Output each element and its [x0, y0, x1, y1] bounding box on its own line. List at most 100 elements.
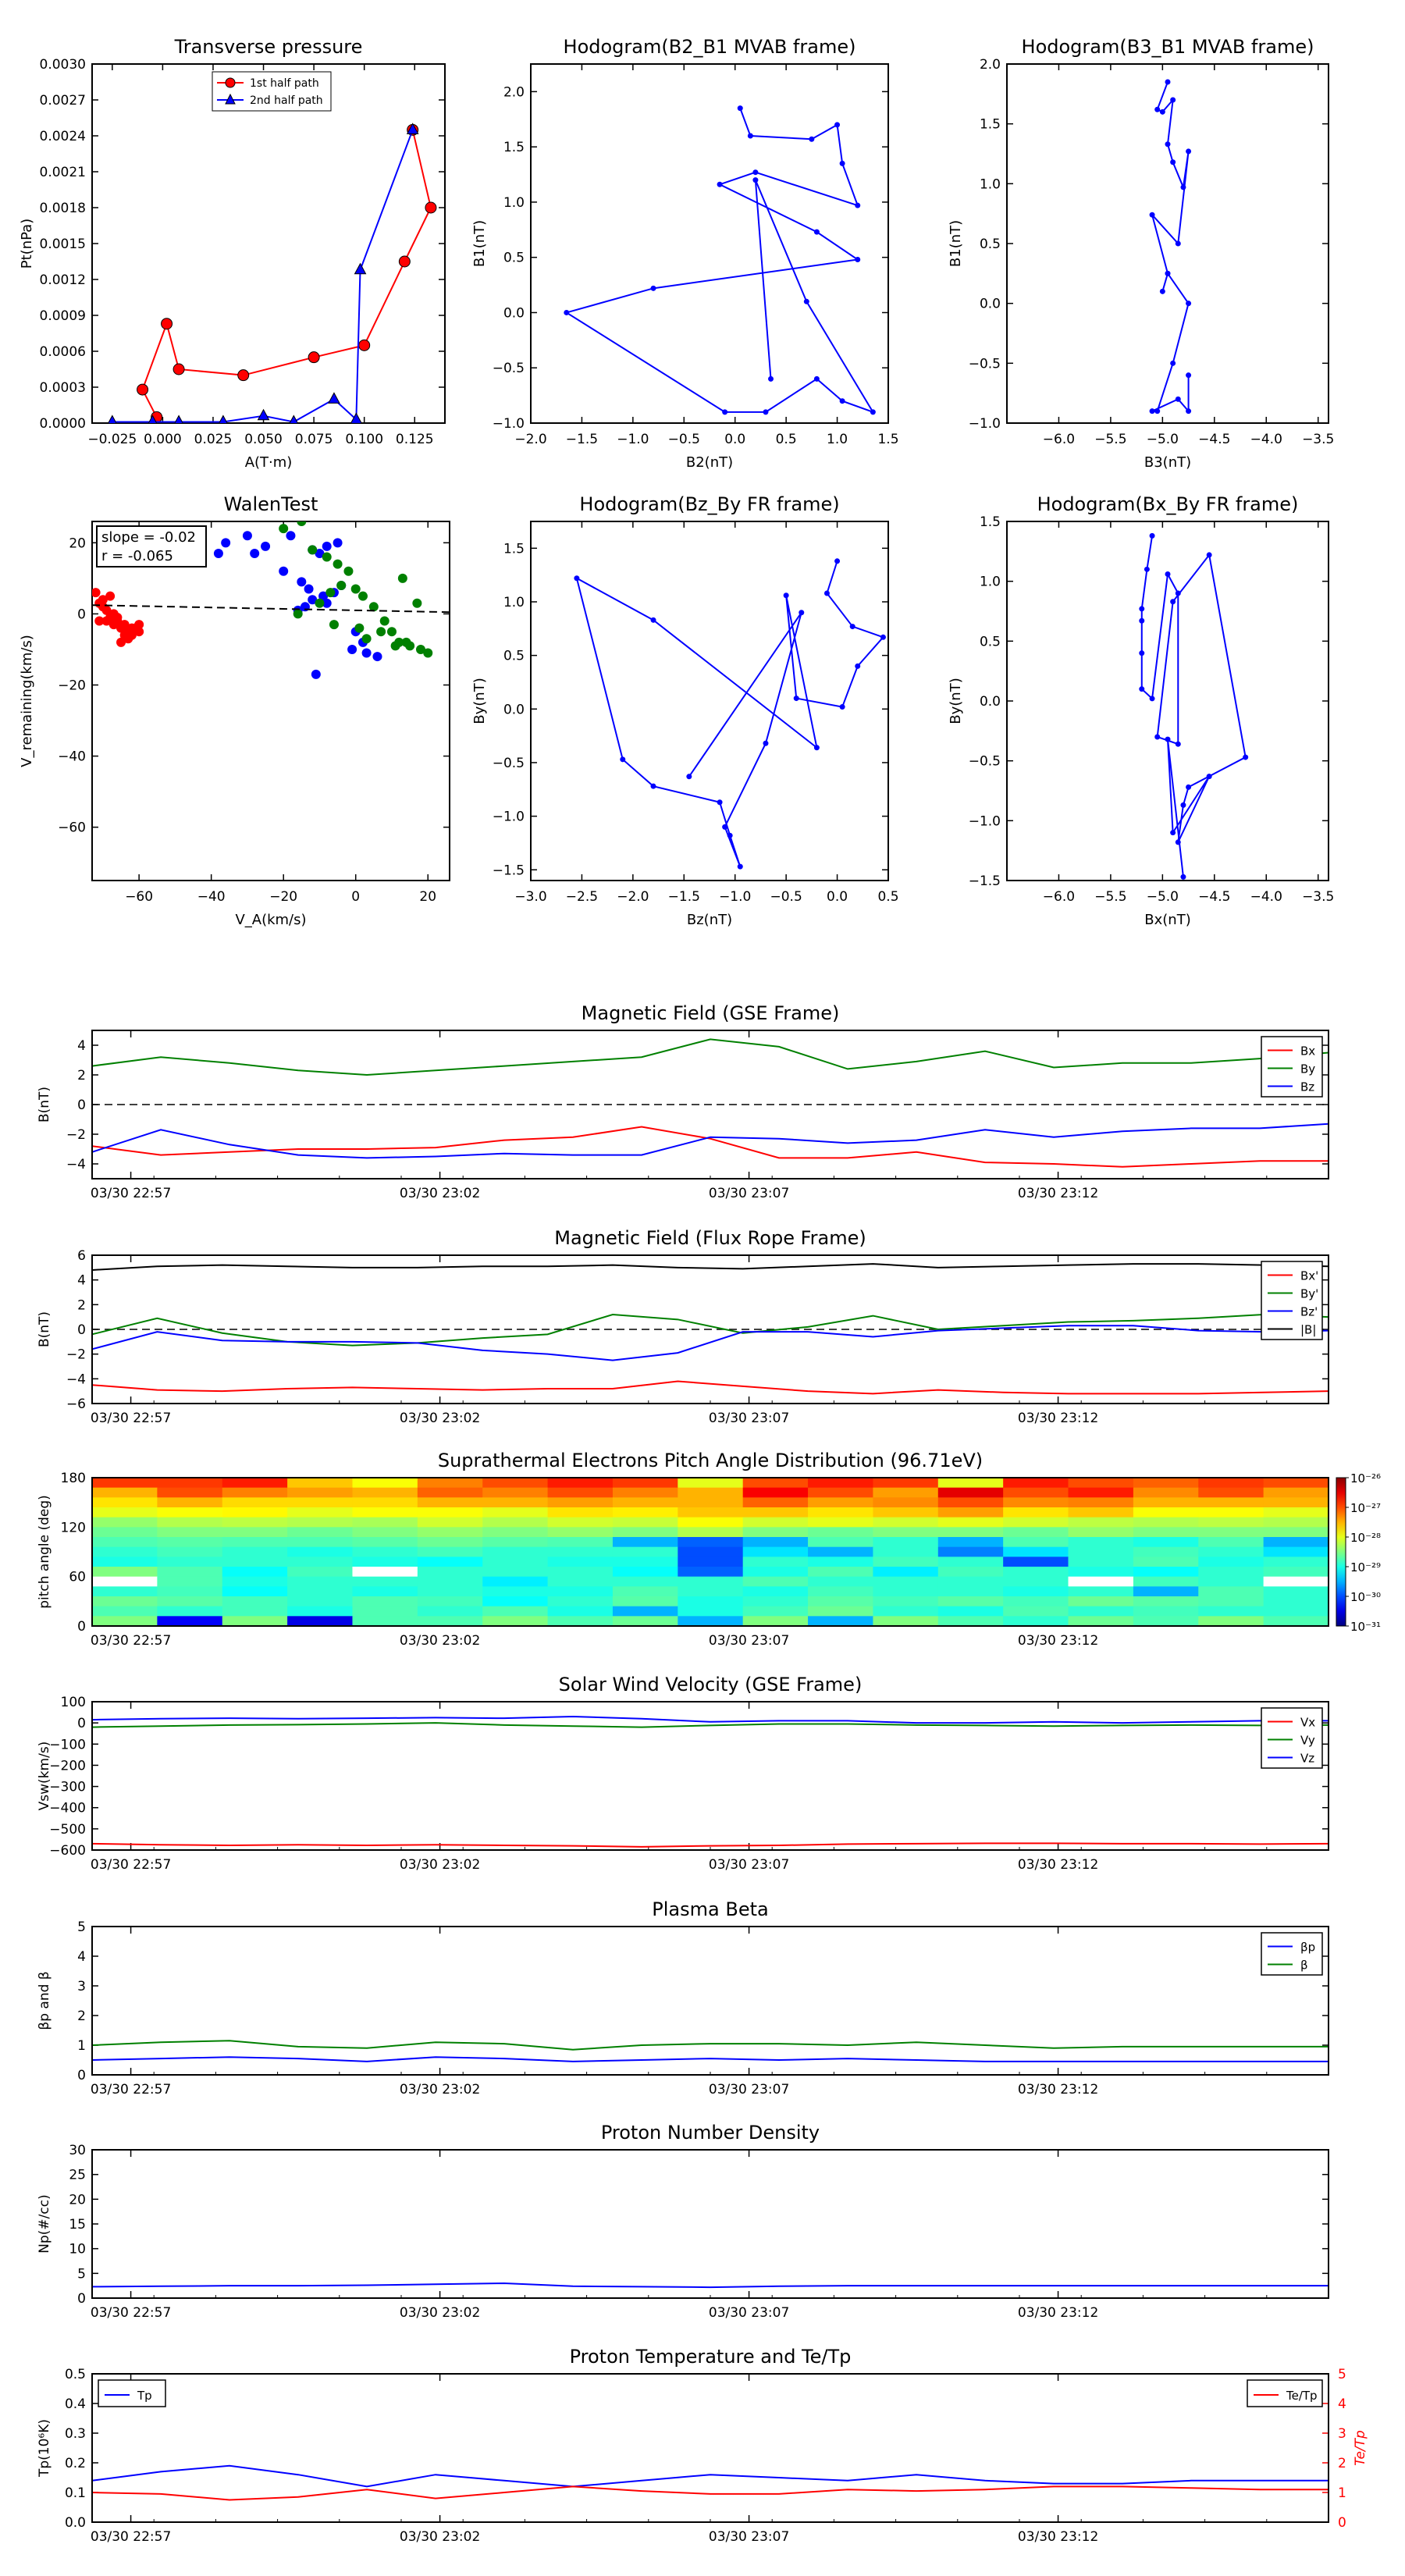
pad-heatmap-cell [547, 1487, 614, 1498]
pad-heatmap-cell [742, 1497, 809, 1508]
pnd-ytick-label: 20 [69, 2192, 86, 2208]
pnd-title: Proton Number Density [601, 2122, 820, 2144]
pad-heatmap-cell [417, 1606, 483, 1617]
pt-legend-box [98, 2379, 166, 2407]
pad-heatmap-cell [742, 1557, 809, 1567]
pad-heatmap-cell [1068, 1497, 1134, 1508]
pad-heatmap-cell [1263, 1606, 1329, 1617]
pad-heatmap-cell [352, 1487, 418, 1498]
tp-series-1-point [137, 383, 149, 396]
pad-heatmap-cell [157, 1576, 223, 1587]
h1-hodogram-line [564, 108, 875, 414]
wt-ylabel: V_remaining(km/s) [19, 635, 35, 767]
pad-heatmap-cell [808, 1606, 873, 1617]
wt-point-group-2 [286, 531, 296, 541]
pt-ylabel: Tp(10⁶K) [37, 2419, 52, 2478]
pad-heatmap-cell [1198, 1596, 1264, 1607]
tp-series-2-point [354, 262, 367, 275]
tp-title: Transverse pressure [174, 36, 363, 58]
pt-legend-box [1247, 2379, 1323, 2407]
pad-heatmap-cell [482, 1557, 549, 1567]
tp-series-1-point [308, 351, 320, 364]
pad-xtick-label: 03/30 22:57 [91, 1633, 171, 1649]
pad-heatmap-cell [287, 1487, 353, 1498]
pad-heatmap-cell [1133, 1616, 1199, 1627]
mf1-series-line-By [91, 1038, 1329, 1076]
sw-ytick-label: 0 [77, 1716, 86, 1731]
h4-title: Hodogram(Bx_By FR frame) [1037, 493, 1299, 515]
pnd-ytick-label: 0 [77, 2291, 86, 2307]
pad-heatmap-cell [742, 1596, 809, 1607]
pad-heatmap-cell [1198, 1546, 1264, 1557]
pad-heatmap-cell [742, 1606, 809, 1617]
pad-heatmap-cell [742, 1567, 809, 1578]
pad-heatmap-cell [808, 1478, 873, 1489]
pad-heatmap-cell [678, 1616, 744, 1627]
pad-heatmap-cell [157, 1606, 223, 1617]
pad-heatmap-cell [417, 1576, 483, 1587]
wt-point-group-1 [116, 637, 126, 647]
pad-heatmap-cell [808, 1557, 873, 1567]
tp-xtick-label: 0.025 [194, 432, 233, 447]
h4-hodogram-point [1186, 784, 1192, 790]
pad-heatmap-cell [482, 1517, 549, 1528]
h3-xtick-label: −2.5 [566, 889, 598, 905]
pad-heatmap-cell [1263, 1478, 1329, 1489]
h3-hodogram-point [650, 783, 656, 789]
h3-plot-frame [530, 521, 889, 881]
pad-heatmap-cell [1068, 1517, 1134, 1528]
wt-point-group-3 [401, 637, 411, 647]
pad-heatmap-cell [1198, 1487, 1264, 1498]
wt-point-group-3 [293, 609, 303, 619]
h1-ytick-label: −0.5 [493, 361, 525, 376]
tp-ylabel: Pt(nPa) [19, 219, 35, 269]
wt-plot-frame [91, 521, 450, 881]
mf2-series-line-Bx' [91, 1380, 1329, 1395]
pad-heatmap-cell [92, 1596, 158, 1607]
wt-point-group-3 [308, 545, 318, 555]
h1-plot-area [564, 105, 876, 415]
mf2-ytick-label: −6 [66, 1397, 86, 1412]
pad-heatmap-cell [482, 1527, 549, 1538]
pad-heatmap-cell [287, 1596, 353, 1607]
pad-heatmap-cell [1133, 1596, 1199, 1607]
pad-heatmap-cell [1003, 1557, 1069, 1567]
pad-colorbar-label: 10⁻²⁸ [1350, 1531, 1381, 1545]
h3-hodogram-point [880, 634, 886, 640]
h3-hodogram-point [823, 590, 830, 596]
wt-point-group-2 [322, 541, 332, 551]
pad-heatmap-cell [222, 1606, 288, 1617]
pad-heatmap-cell [1198, 1586, 1264, 1597]
wt-chart: WalenTest −60 −40 −20 0 20 −60 −40 −20 0 20 V_A(km/… [19, 493, 450, 928]
pad-heatmap-cell [222, 1596, 288, 1607]
h1-ylabel: B1(nT) [471, 220, 488, 267]
pad-heatmap-cell [873, 1596, 939, 1607]
wt-xtick-label: −40 [197, 889, 226, 905]
mf2-ytick-label: 2 [77, 1297, 86, 1313]
tp-xlabel: A(T·m) [245, 454, 293, 471]
h3-ytick-label: −1.0 [493, 809, 525, 825]
pad-heatmap-cell [482, 1576, 549, 1587]
wt-point-group-1 [134, 627, 144, 637]
pad-heatmap-cell [742, 1537, 809, 1548]
mf1-series-line-Bx [91, 1126, 1329, 1168]
pnd-ytick-label: 25 [69, 2168, 86, 2183]
pb-ytick-label: 1 [77, 2038, 86, 2054]
h2-hodogram-point [1175, 240, 1181, 247]
pad-colorbar-label: 10⁻³¹ [1350, 1620, 1381, 1634]
pad-colorbar [1336, 1477, 1346, 1627]
wt-point-group-2 [347, 644, 357, 654]
mf1-title: Magnetic Field (GSE Frame) [582, 1002, 840, 1024]
pad-heatmap-cell [157, 1616, 223, 1627]
pt-series-line-Te/Tp [91, 2485, 1329, 2501]
pb-ytick-label: 0 [77, 2068, 86, 2083]
pt-right-tick-label: 1 [1338, 2485, 1346, 2501]
h2-hodogram-point [1154, 408, 1161, 415]
pad-heatmap-cell [1263, 1497, 1329, 1508]
h1-hodogram-point [803, 298, 809, 304]
h1-hodogram-point [752, 169, 759, 176]
pad-heatmap-cell [1068, 1576, 1134, 1587]
wt-point-group-3 [329, 620, 339, 630]
h1-ytick-label: 1.5 [503, 140, 525, 155]
pad-heatmap-cell [1198, 1497, 1264, 1508]
